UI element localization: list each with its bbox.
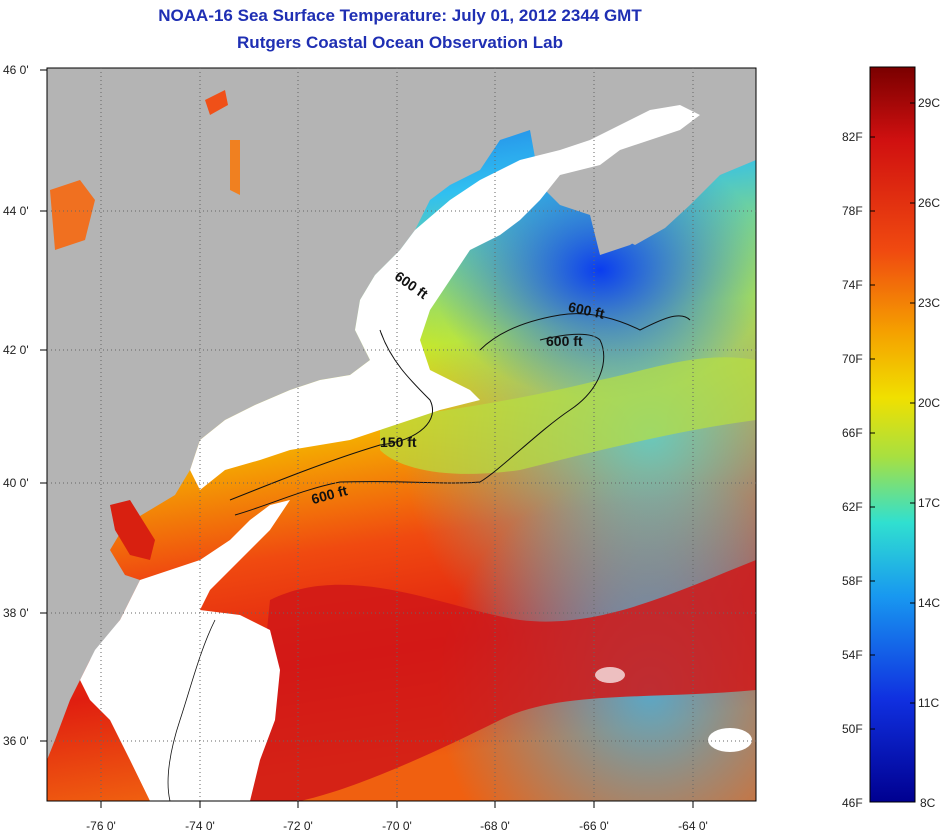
contour-600ft-shelf [234,333,605,516]
colorbar-c-label: 14C [918,596,940,610]
colorbar-f-label: 46F [842,796,863,810]
contour-label: 600 ft [567,299,606,322]
lat-label: 36 0' [3,734,29,748]
colorbar-f-label: 62F [842,500,863,514]
map-title: NOAA-16 Sea Surface Temperature: July 01… [158,6,642,25]
colorbar-c-label: 17C [918,496,940,510]
colorbar-f-label: 66F [842,426,863,440]
colorbar-f-label: 70F [842,352,863,366]
colorbar-f-label: 74F [842,278,863,292]
colorbar-gradient [869,66,916,803]
contour-label: 150 ft [380,434,417,450]
map-frame [46,67,757,802]
contour-label: 600 ft [546,333,583,349]
colorbar-f-label: 82F [842,130,863,144]
colorbar-c-label: 20C [918,396,940,410]
lon-label: -74 0' [185,819,215,833]
lat-label: 46 0' [3,63,29,77]
colorbar-ticks [870,102,915,730]
colorbar-f-label: 58F [842,574,863,588]
colorbar-c-label: 11C [918,696,939,710]
lon-label: -68 0' [480,819,510,833]
lat-label: 38 0' [3,606,29,620]
colorbar-f-label: 54F [842,648,863,662]
lon-label: -66 0' [579,819,609,833]
colorbar-c-label: 29C [918,96,940,110]
colorbar-c-label: 26C [918,196,940,210]
lon-label: -72 0' [283,819,313,833]
colorbar-f-label: 50F [842,722,863,736]
lon-label: -64 0' [678,819,708,833]
land-mass [47,68,756,760]
gulf-stream-core [250,560,756,801]
colorbar-f-label: 78F [842,204,863,218]
colorbar-c-label: 23C [918,296,940,310]
axis-ticks [40,69,694,808]
delaware-bay [110,500,155,560]
contour-600ft-maine [479,313,691,351]
lat-label: 44 0' [3,204,29,218]
colorbar-c-label: 8C [920,796,936,810]
nova-scotia [610,68,756,245]
contour-150ft [229,329,433,501]
lat-label: 40 0' [3,476,29,490]
map-image [47,68,756,801]
lon-label: -70 0' [382,819,412,833]
map-subtitle: Rutgers Coastal Ocean Observation Lab [237,33,563,52]
cloud-cover-south [80,500,290,801]
lon-label: -76 0' [86,819,116,833]
lat-label: 42 0' [3,343,29,357]
cloud-cover [190,105,700,490]
